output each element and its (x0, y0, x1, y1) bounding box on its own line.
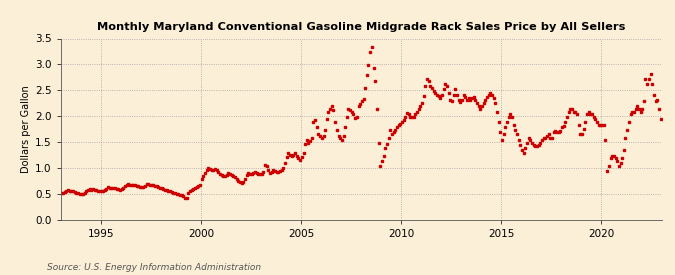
Text: Source: U.S. Energy Information Administration: Source: U.S. Energy Information Administ… (47, 263, 261, 272)
Y-axis label: Dollars per Gallon: Dollars per Gallon (21, 85, 31, 173)
Title: Monthly Maryland Conventional Gasoline Midgrade Rack Sales Price by All Sellers: Monthly Maryland Conventional Gasoline M… (97, 22, 625, 32)
